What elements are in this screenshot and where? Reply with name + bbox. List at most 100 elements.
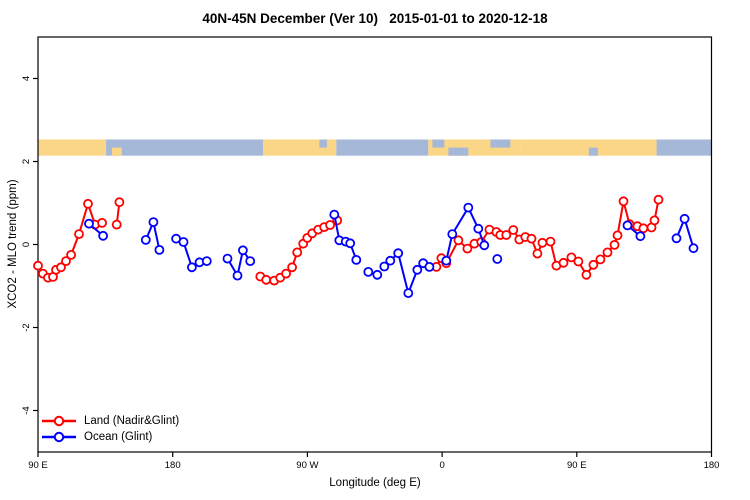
data-point [56,262,66,273]
data-point [424,261,435,272]
ocean-series [84,202,699,299]
legend-ocean-marker-icon [42,431,76,443]
data-point [186,262,197,273]
x-axis: 90 E 180 90 W 0 90 E 180 [28,452,719,471]
data-point [372,269,383,280]
data-point [61,256,71,267]
data-point [379,261,390,272]
data-point [622,220,633,231]
data-point [453,235,464,246]
y-axis-label: XCO2 - MLO trend (ppm) [7,179,19,309]
map-strip-land-segment [112,147,122,156]
data-point [688,243,699,254]
data-point [140,234,151,245]
data-point [653,194,664,205]
data-point [447,229,458,240]
y-tick-label: 0 [21,242,32,247]
x-tick-label: 90 E [28,460,48,471]
data-point [479,240,490,251]
legend-land-label: Land (Nadir&Glint) [84,415,180,427]
data-point [671,233,682,244]
data-point [508,225,519,235]
data-point [595,254,606,265]
data-point [532,248,543,259]
data-point [649,215,660,226]
data-point [602,247,613,258]
data-point [473,223,484,234]
data-point [566,252,577,263]
data-point [679,213,690,224]
data-point [609,239,620,250]
data-point [462,243,473,254]
y-axis: -4 -2 0 2 4 [21,76,38,415]
map-strip-ocean-segment [490,139,511,148]
data-point [612,230,623,241]
map-strip-land-segment [520,139,657,156]
data-point [385,255,396,266]
series-line [226,249,252,277]
x-tick-label: 180 [704,460,720,471]
y-tick-label: -2 [21,323,32,331]
y-tick-label: 2 [21,159,32,164]
data-point [66,249,76,260]
data-point [261,274,272,285]
data-point [635,231,646,242]
series-line [37,202,104,279]
data-point [287,262,298,273]
legend: Land (Nadir&Glint) Ocean (Glint) [41,413,179,445]
data-point [363,266,374,277]
data-point [345,238,356,249]
data-point [537,237,548,248]
data-point [403,288,414,299]
data-point [412,264,423,275]
legend-ocean-label: Ocean (Glint) [84,431,153,443]
legend-land-marker-icon [42,415,76,427]
legend-item-ocean: Ocean (Glint) [41,429,179,445]
data-point [638,223,649,234]
map-strip-land-segment [38,139,107,156]
data-point [573,256,584,267]
map-strip [38,139,712,156]
data-point [526,233,537,244]
data-point [351,254,362,265]
data-point [154,244,165,255]
x-tick-label: 90 W [296,460,318,471]
data-point [83,198,93,209]
map-strip-ocean-segment [432,139,445,148]
map-strip-land-segment [263,139,337,156]
data-point [441,255,452,266]
data-point [618,196,629,207]
map-strip-ocean-segment [319,139,327,148]
data-point [98,230,108,241]
data-point [74,229,84,240]
legend-item-land: Land (Nadir&Glint) [41,413,179,429]
map-strip-ocean-segment [336,139,429,156]
data-point [581,269,592,280]
x-axis-label: Longitude (deg E) [329,477,421,489]
data-point [558,257,569,268]
x-tick-label: 90 E [567,460,587,471]
data-point [178,237,189,247]
data-point [84,218,94,229]
y-tick-label: 4 [21,76,32,81]
data-point [463,202,474,213]
x-tick-label: 180 [165,460,181,471]
data-point [245,256,256,267]
data-point [325,220,336,230]
data-point [329,209,340,220]
data-point [501,230,512,240]
data-point [588,259,599,270]
data-point [222,253,233,264]
data-point [97,217,107,228]
data-point [545,236,556,247]
data-point [292,247,303,258]
data-point [232,270,243,281]
data-point [111,219,122,230]
data-point [148,217,159,228]
data-point [492,254,503,264]
map-strip-ocean-segment [106,139,264,156]
y-tick-label: -4 [21,406,32,414]
data-point [237,245,248,256]
data-point [393,248,404,259]
